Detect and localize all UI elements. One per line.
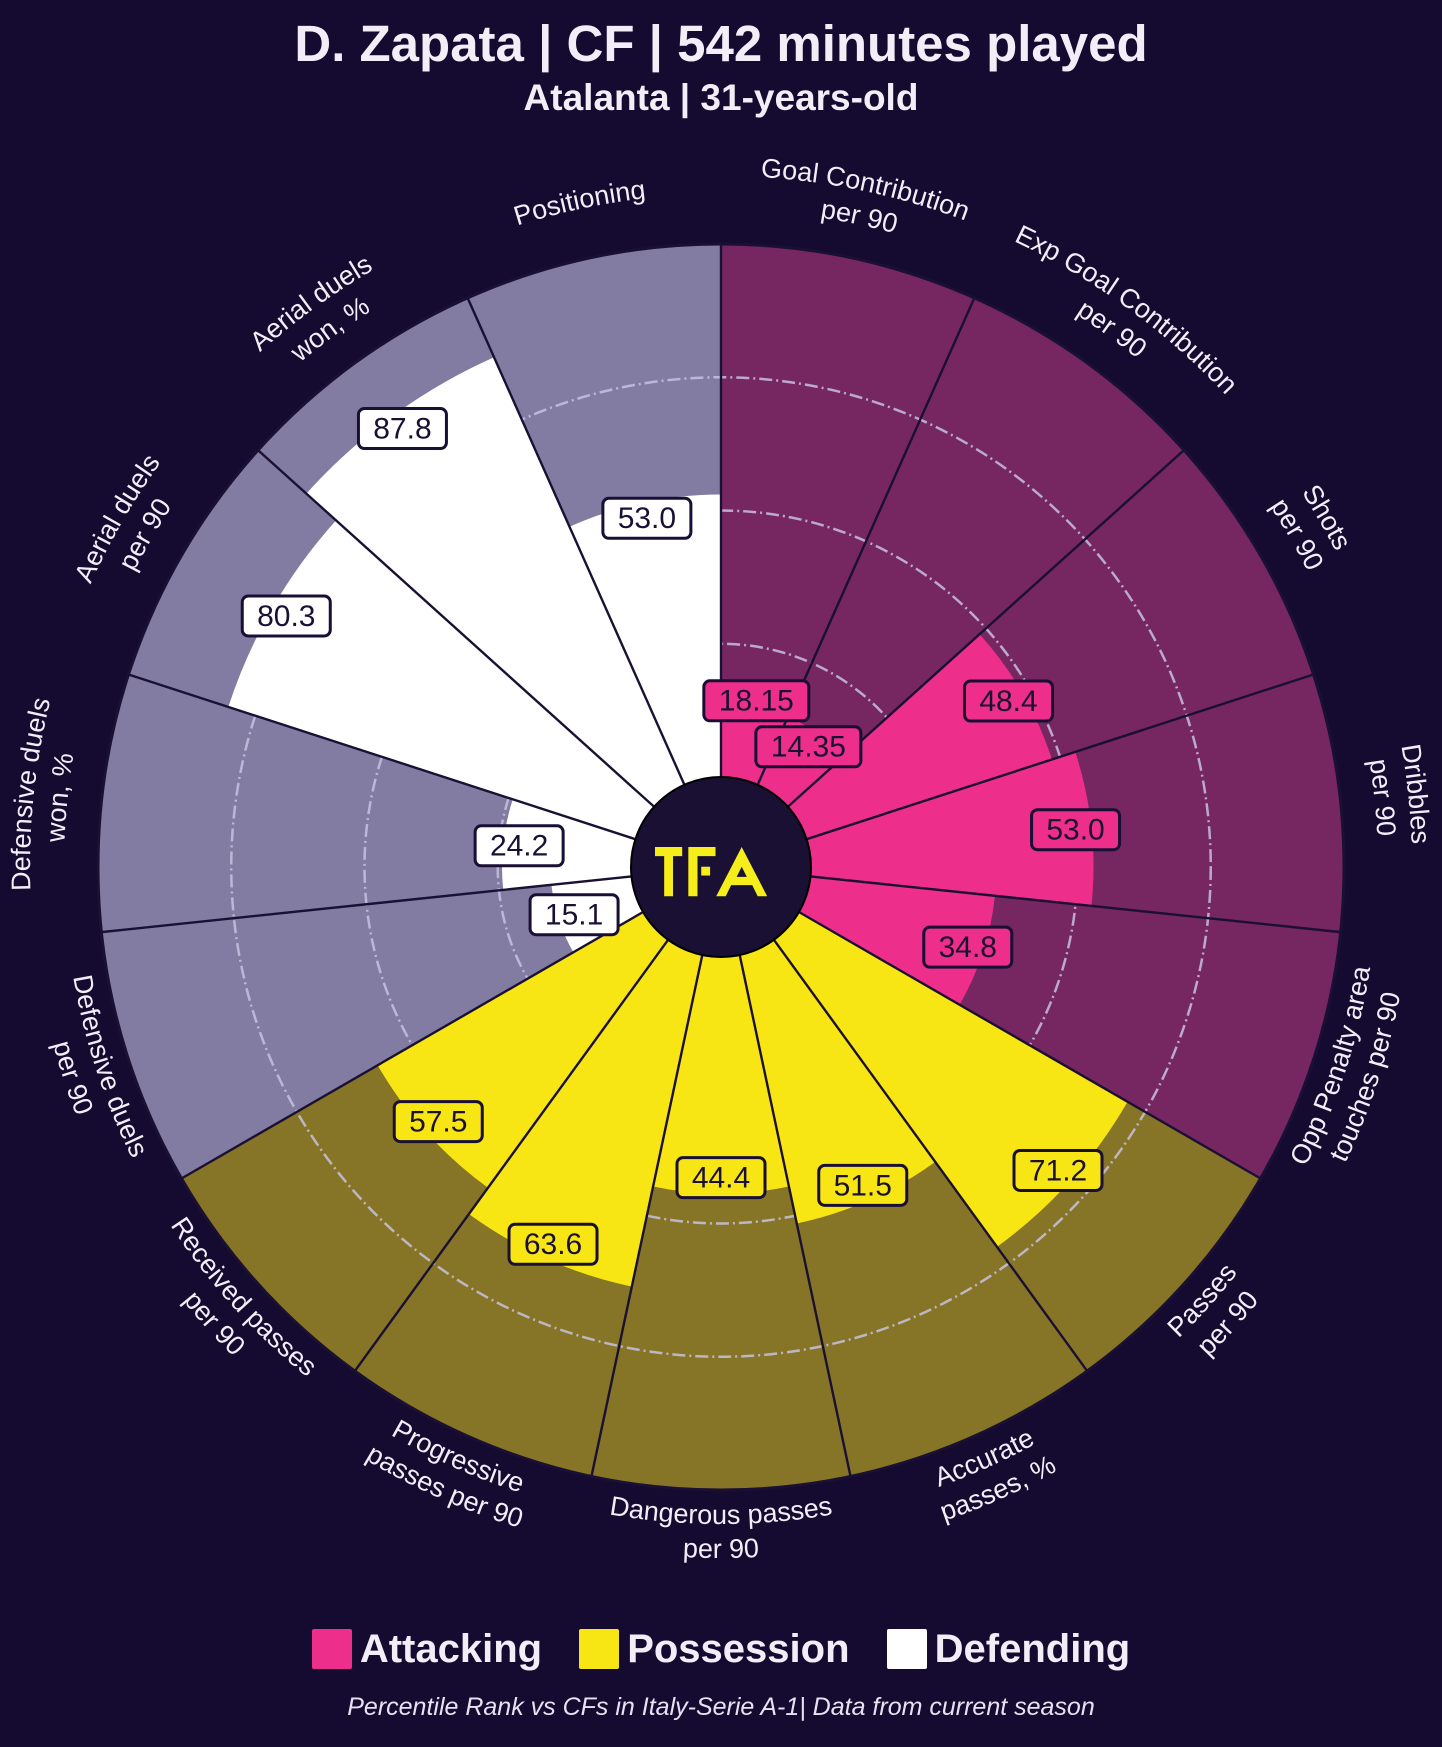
- svg-text:15.1: 15.1: [545, 899, 603, 932]
- svg-text:87.8: 87.8: [373, 412, 431, 445]
- svg-text:34.8: 34.8: [939, 931, 997, 964]
- svg-text:Dangerous passes: Dangerous passes: [608, 1491, 834, 1530]
- svg-text:53.0: 53.0: [1046, 814, 1104, 847]
- svg-text:18.15: 18.15: [719, 685, 794, 718]
- svg-text:51.5: 51.5: [834, 1169, 892, 1202]
- svg-text:per 90: per 90: [1363, 757, 1401, 837]
- svg-text:63.6: 63.6: [524, 1228, 582, 1261]
- svg-text:71.2: 71.2: [1029, 1154, 1087, 1187]
- svg-text:57.5: 57.5: [409, 1106, 467, 1139]
- svg-text:Positioning: Positioning: [510, 174, 647, 231]
- svg-text:80.3: 80.3: [257, 600, 315, 633]
- svg-text:14.35: 14.35: [771, 731, 846, 764]
- svg-text:Dribbles: Dribbles: [1395, 742, 1435, 845]
- svg-text:53.0: 53.0: [618, 502, 676, 535]
- svg-text:24.2: 24.2: [490, 830, 548, 863]
- svg-text:44.4: 44.4: [692, 1162, 750, 1195]
- svg-text:per 90: per 90: [682, 1533, 759, 1564]
- svg-text:48.4: 48.4: [979, 685, 1037, 718]
- svg-text:won, %: won, %: [40, 751, 79, 844]
